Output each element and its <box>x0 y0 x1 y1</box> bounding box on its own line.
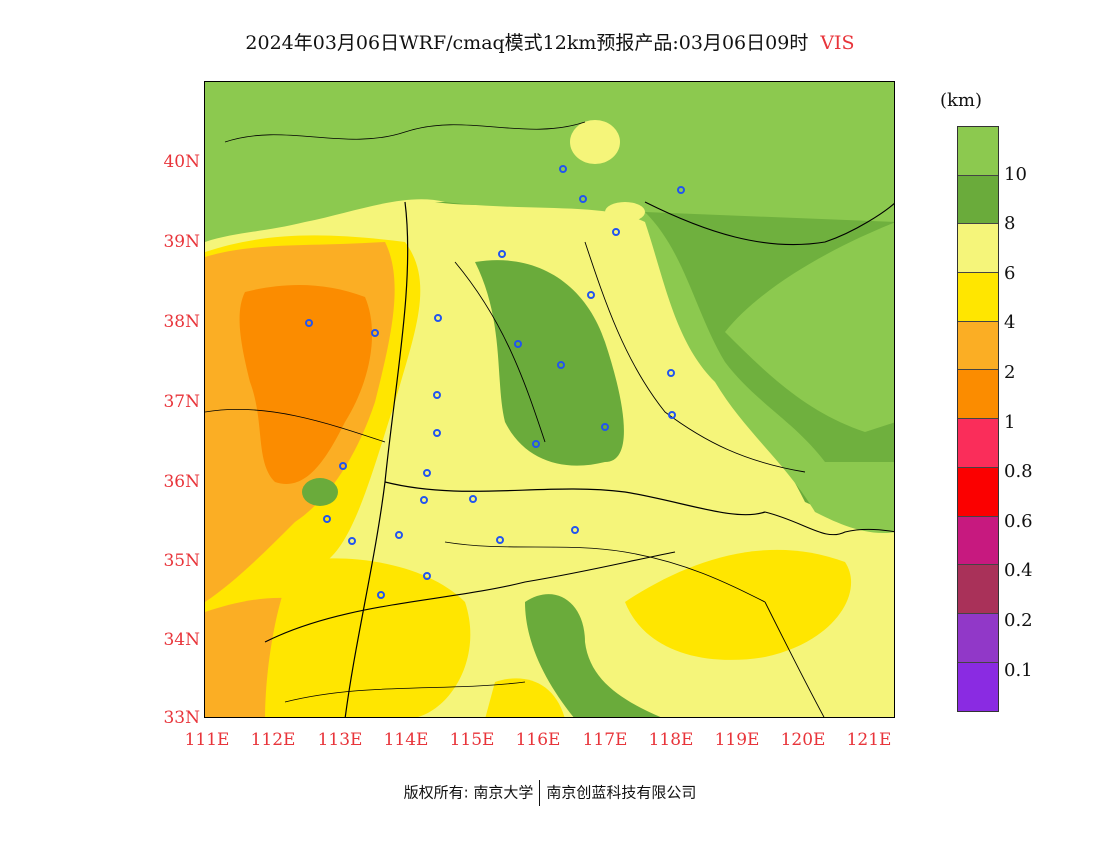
colorbar-level-label: 0.1 <box>1004 659 1033 681</box>
lon-label-115e: 115E <box>449 730 495 750</box>
colorbar-level-label: 10 <box>1004 163 1027 185</box>
colorbar-level-label: 1 <box>1004 411 1016 433</box>
colorbar-swatch <box>958 662 998 712</box>
colorbar-level-label: 6 <box>1004 262 1016 284</box>
colorbar-swatch <box>958 419 998 468</box>
colorbar-swatch <box>958 224 998 274</box>
title-text: 2024年03月06日WRF/cmaq模式12km预报产品:03月06日09时 <box>245 32 809 54</box>
lat-label-33n: 33N <box>163 708 200 728</box>
lon-label-118e: 118E <box>648 730 694 750</box>
colorbar-swatch <box>958 467 998 517</box>
colorbar-level-label: 8 <box>1004 213 1016 235</box>
lon-label-112e: 112E <box>250 730 296 750</box>
map-title: 2024年03月06日WRF/cmaq模式12km预报产品:03月06日09时 V… <box>0 28 1100 55</box>
lon-label-119e: 119E <box>714 730 760 750</box>
colorbar-level-label: 2 <box>1004 362 1016 383</box>
lon-label-116e: 116E <box>515 730 561 750</box>
colorbar-swatch <box>958 321 998 371</box>
lon-label-114e: 114E <box>383 730 429 750</box>
footer-divider <box>539 780 541 806</box>
colorbar-unit: (km) <box>940 90 983 111</box>
lon-label-121e: 121E <box>846 730 892 750</box>
colorbar-swatch <box>958 516 998 566</box>
variable-name: VIS <box>820 32 855 54</box>
lon-label-120e: 120E <box>780 730 826 750</box>
lat-label-35n: 35N <box>163 551 200 571</box>
lat-label-36n: 36N <box>163 472 200 492</box>
colorbar-swatch <box>958 273 998 322</box>
colorbar-level-label: 0.8 <box>1004 461 1033 483</box>
map-canvas <box>205 82 894 717</box>
visibility-map <box>204 81 895 718</box>
copyright-text: 版权所有: 南京大学 <box>403 783 534 802</box>
colorbar <box>957 126 999 713</box>
colorbar-swatch <box>958 127 998 176</box>
lat-label-37n: 37N <box>163 392 200 412</box>
lat-label-38n: 38N <box>163 312 200 332</box>
company-name: 南京创蓝科技有限公司 <box>546 783 697 802</box>
colorbar-level-label: 0.6 <box>1004 510 1033 532</box>
lat-label-40n: 40N <box>163 152 200 172</box>
footer: 版权所有: 南京大学 南京创蓝科技有限公司 <box>0 780 1100 806</box>
colorbar-swatch <box>958 370 998 420</box>
lon-label-111e: 111E <box>184 730 230 750</box>
lon-label-113e: 113E <box>317 730 363 750</box>
lon-label-117e: 117E <box>582 730 628 750</box>
colorbar-swatch <box>958 565 998 614</box>
lat-label-39n: 39N <box>163 232 200 252</box>
colorbar-level-label: 0.4 <box>1004 560 1033 582</box>
colorbar-swatch <box>958 175 998 225</box>
colorbar-level-label: 4 <box>1004 312 1016 334</box>
colorbar-level-label: 0.2 <box>1004 610 1033 631</box>
lat-label-34n: 34N <box>163 630 200 650</box>
colorbar-swatch <box>958 613 998 663</box>
